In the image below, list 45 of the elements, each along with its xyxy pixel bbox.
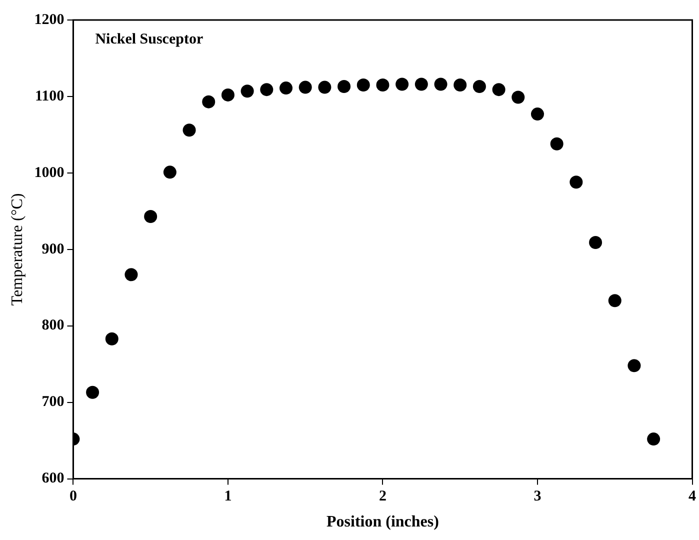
point xyxy=(280,82,292,95)
point xyxy=(240,84,254,98)
x-tick-label: 4 xyxy=(688,488,696,505)
point xyxy=(647,432,660,446)
point xyxy=(144,210,158,224)
y-tick-label: 1200 xyxy=(34,12,64,28)
y-tick-label: 800 xyxy=(42,318,64,334)
y-tick-label: 1100 xyxy=(35,88,64,104)
y-tick-label: 600 xyxy=(42,470,64,487)
annotation: Nickel Susceptor xyxy=(95,31,204,48)
y-tick-label: 900 xyxy=(42,241,64,258)
point xyxy=(396,78,409,91)
x-tick-label: 3 xyxy=(534,488,542,505)
point xyxy=(550,137,564,150)
point xyxy=(512,90,525,104)
y-tick-label: 1000 xyxy=(34,164,64,181)
point xyxy=(608,294,622,308)
point xyxy=(434,78,448,91)
point xyxy=(356,78,370,92)
point xyxy=(182,124,196,137)
point xyxy=(589,236,602,250)
point xyxy=(163,166,176,179)
x-tick-label: 1 xyxy=(224,488,232,505)
point xyxy=(318,80,332,94)
point xyxy=(124,268,138,282)
x-tick-label: 0 xyxy=(69,488,77,505)
point xyxy=(298,80,312,94)
point xyxy=(260,83,274,96)
point xyxy=(105,332,118,346)
point xyxy=(221,88,234,102)
point xyxy=(472,80,486,94)
point xyxy=(376,78,390,92)
y-axis-title: Temperature (°C) xyxy=(8,193,26,306)
point xyxy=(530,108,544,121)
x-axis-title: Position (inches) xyxy=(326,514,439,531)
point xyxy=(338,80,351,94)
x-tick-label: 2 xyxy=(378,488,386,505)
point xyxy=(454,78,467,92)
point xyxy=(202,95,216,108)
point xyxy=(628,359,641,372)
point xyxy=(492,83,506,96)
point xyxy=(414,78,428,91)
point xyxy=(570,176,583,189)
point xyxy=(86,386,100,399)
y-tick-label: 700 xyxy=(42,394,64,410)
